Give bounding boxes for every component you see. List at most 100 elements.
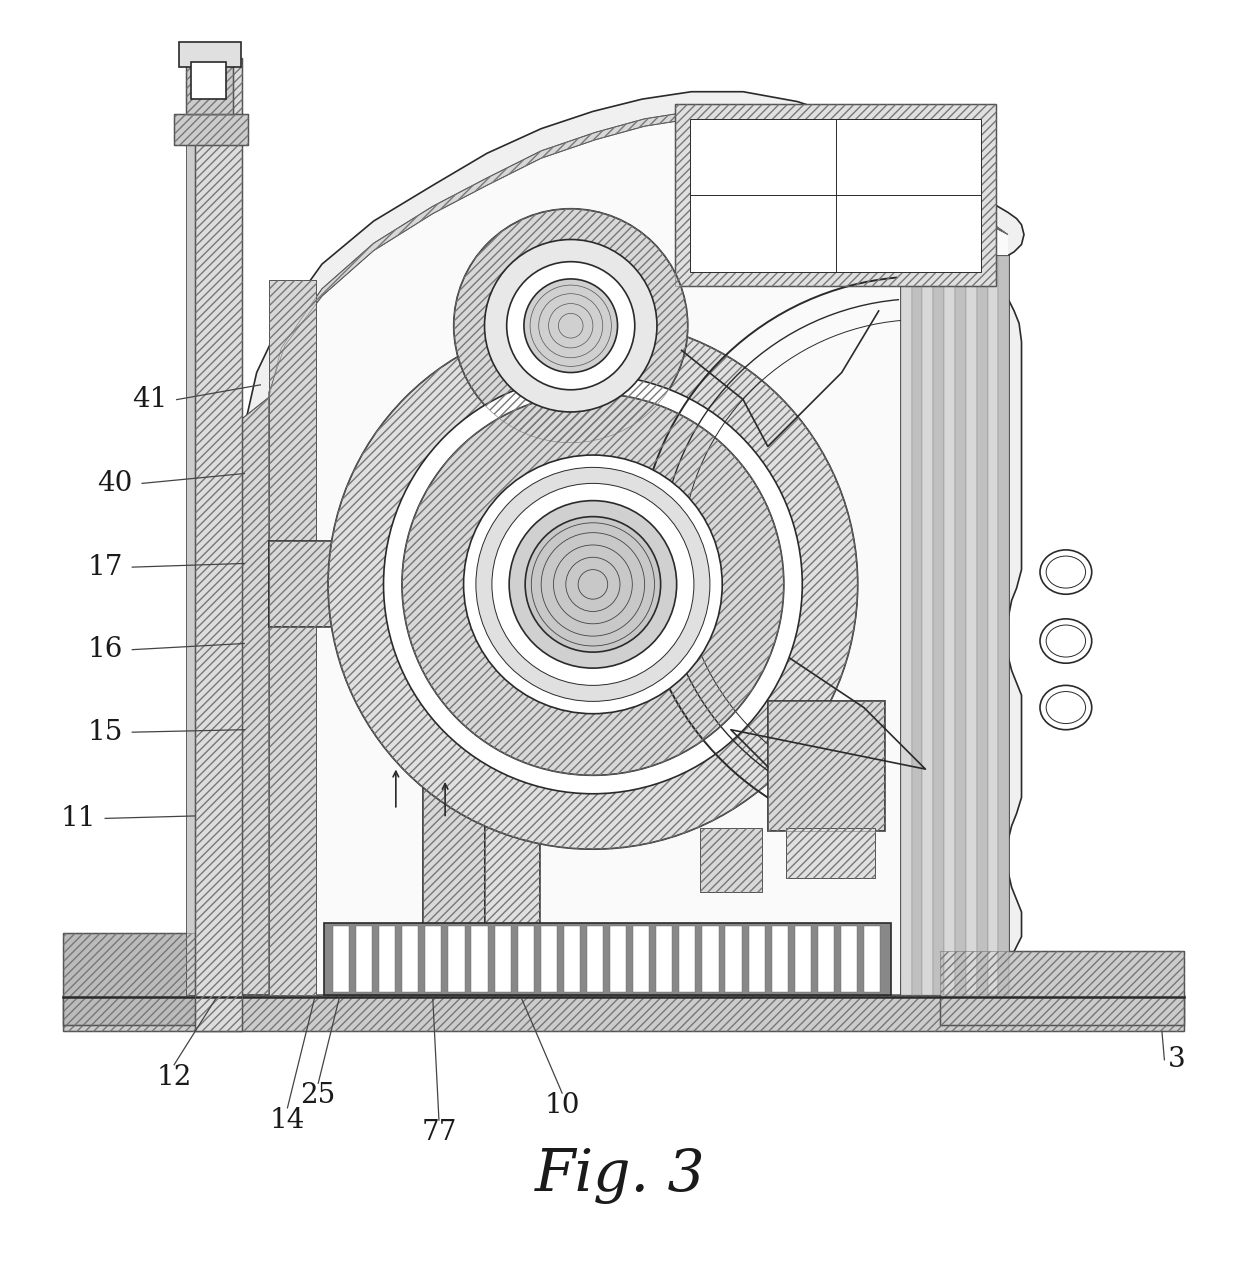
Bar	[676, 104, 996, 286]
Bar	[423, 723, 485, 995]
Text: 10: 10	[544, 1091, 580, 1118]
Bar	[449, 925, 465, 992]
Text: 77: 77	[422, 1118, 456, 1145]
Bar	[691, 118, 981, 272]
Circle shape	[402, 394, 784, 775]
Bar	[940, 951, 1184, 1026]
Bar	[425, 925, 441, 992]
Text: 16: 16	[88, 636, 123, 663]
Bar	[864, 925, 880, 992]
Bar	[174, 113, 248, 144]
Bar	[634, 925, 650, 992]
Polygon shape	[238, 398, 269, 995]
Bar	[269, 281, 316, 995]
Polygon shape	[522, 514, 665, 656]
Bar	[423, 723, 485, 995]
Bar	[186, 58, 233, 113]
Bar	[325, 923, 892, 995]
Circle shape	[329, 319, 858, 849]
Circle shape	[383, 375, 802, 794]
Bar	[174, 113, 248, 144]
Bar	[977, 256, 987, 995]
Bar	[269, 281, 316, 995]
Bar	[269, 542, 368, 628]
Bar	[701, 829, 761, 892]
Bar	[900, 256, 911, 995]
Ellipse shape	[1040, 619, 1091, 663]
Polygon shape	[269, 118, 1008, 995]
Text: 14: 14	[270, 1107, 305, 1134]
Bar	[818, 925, 835, 992]
Bar	[517, 925, 533, 992]
Text: 17: 17	[87, 553, 123, 580]
Text: 3: 3	[1168, 1046, 1185, 1073]
Circle shape	[492, 484, 694, 686]
Text: 25: 25	[300, 1082, 336, 1109]
Bar	[63, 933, 221, 1026]
Circle shape	[485, 239, 657, 412]
Bar	[179, 42, 241, 67]
Bar	[587, 925, 603, 992]
Bar	[485, 772, 539, 995]
Bar	[495, 925, 511, 992]
Bar	[564, 925, 580, 992]
Circle shape	[526, 516, 661, 653]
Bar	[768, 701, 885, 830]
Circle shape	[454, 208, 688, 443]
Bar	[356, 925, 372, 992]
Bar	[702, 925, 718, 992]
Text: 15: 15	[88, 718, 123, 745]
Bar	[786, 829, 875, 878]
Bar	[379, 925, 396, 992]
Bar	[841, 925, 857, 992]
Polygon shape	[269, 112, 1008, 398]
Text: 11: 11	[61, 804, 95, 831]
Bar	[269, 542, 368, 628]
Ellipse shape	[1040, 550, 1091, 595]
Text: Fig. 3: Fig. 3	[534, 1147, 706, 1203]
Bar	[749, 925, 765, 992]
Bar	[987, 256, 998, 995]
Text: 12: 12	[156, 1063, 192, 1090]
Bar	[195, 58, 242, 1031]
Bar	[63, 933, 221, 1026]
Bar	[771, 925, 787, 992]
Bar	[795, 925, 811, 992]
Circle shape	[464, 456, 722, 714]
Circle shape	[476, 467, 711, 701]
Bar	[186, 58, 233, 113]
Circle shape	[510, 501, 677, 668]
Bar	[955, 256, 966, 995]
Bar	[680, 925, 696, 992]
Bar	[485, 772, 539, 995]
Bar	[701, 829, 761, 892]
Bar	[656, 925, 672, 992]
Bar	[610, 925, 626, 992]
Bar	[195, 58, 242, 1031]
Polygon shape	[238, 91, 1024, 995]
Bar	[911, 256, 923, 995]
Bar	[934, 256, 944, 995]
Bar	[923, 256, 934, 995]
Text: 41: 41	[131, 386, 167, 413]
Bar	[63, 995, 1184, 1031]
Bar	[191, 62, 226, 99]
Ellipse shape	[1040, 686, 1091, 730]
Bar	[186, 77, 198, 995]
Circle shape	[507, 261, 635, 390]
Bar	[332, 925, 348, 992]
Bar	[402, 925, 418, 992]
Bar	[966, 256, 977, 995]
Bar	[944, 256, 955, 995]
Bar	[725, 925, 742, 992]
Bar	[900, 256, 1009, 995]
Text: 40: 40	[97, 470, 133, 497]
Bar	[786, 829, 875, 878]
Bar	[768, 701, 885, 830]
Bar	[541, 925, 557, 992]
Circle shape	[525, 279, 618, 372]
Bar	[471, 925, 487, 992]
Bar	[676, 104, 996, 286]
Bar	[998, 256, 1009, 995]
Bar	[940, 951, 1184, 1026]
